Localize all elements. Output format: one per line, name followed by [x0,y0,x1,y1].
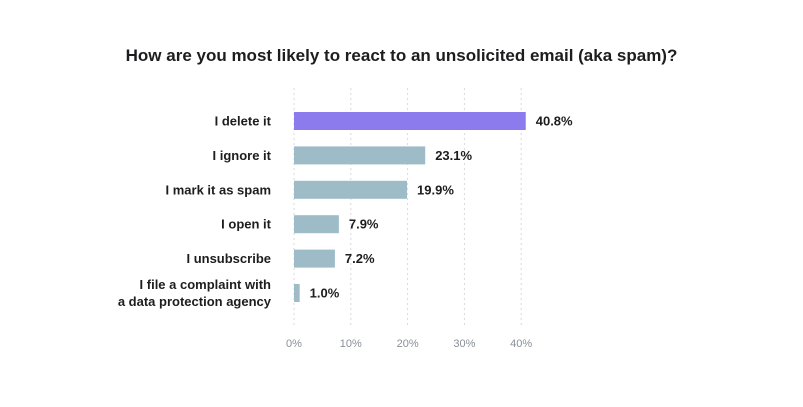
x-tick-label: 40% [510,338,532,350]
bar [294,180,408,199]
bar [294,215,339,234]
category-label: I file a complaint with a data protection… [118,277,272,309]
category-label: I mark it as spam [166,182,272,197]
bar [294,249,335,268]
data-label: 7.9% [349,217,379,232]
data-label: 40.8% [536,114,573,129]
category-label: I delete it [215,114,272,129]
data-label: 7.2% [345,251,375,266]
x-tick-label: 30% [453,338,475,350]
category-label: I open it [221,217,272,232]
data-label: 23.1% [435,148,472,163]
x-tick-label: 20% [397,338,419,350]
chart-title: How are you most likely to react to an u… [125,46,678,65]
data-label: 1.0% [310,286,340,301]
data-label: 19.9% [417,182,454,197]
bar [294,112,526,130]
category-label: I ignore it [213,148,272,163]
category-label: I unsubscribe [186,251,271,266]
bar [294,284,300,302]
x-tick-label: 10% [340,338,362,350]
x-tick-label: 0% [286,338,302,350]
bar [294,146,426,165]
